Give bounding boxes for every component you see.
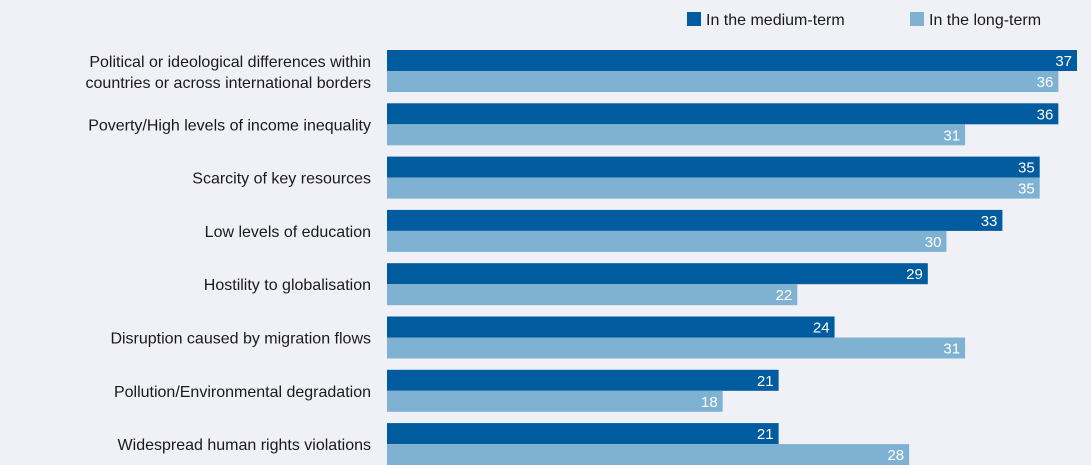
bar-long-term	[387, 177, 1040, 199]
bar-long-term	[387, 284, 798, 306]
value-label: 21	[757, 373, 774, 390]
bar-long-term	[387, 124, 966, 146]
category-label: Political or ideological differences wit…	[86, 54, 371, 92]
category-labels: Political or ideological differences wit…	[86, 54, 371, 454]
value-label: 36	[1037, 74, 1054, 91]
bar-medium-term	[387, 423, 779, 445]
value-label: 31	[943, 341, 960, 358]
category-label: Pollution/Environmental degradation	[114, 384, 371, 401]
category-label: Hostility to globalisation	[204, 277, 371, 294]
bar-long-term	[387, 337, 966, 359]
category-label-line: Widespread human rights violations	[118, 437, 371, 454]
category-label-line: Pollution/Environmental degradation	[114, 384, 371, 401]
value-label: 22	[776, 287, 793, 304]
bar-medium-term	[387, 369, 779, 391]
bar-long-term	[387, 230, 947, 252]
bar-long-term	[387, 71, 1059, 92]
value-label: 37	[1055, 53, 1072, 70]
legend-label-1: In the medium-term	[706, 12, 845, 29]
bars	[387, 50, 1077, 465]
value-label: 31	[943, 127, 960, 144]
bar-medium-term	[387, 50, 1077, 71]
bar-medium-term	[387, 209, 1003, 231]
value-label: 33	[981, 213, 998, 230]
category-label: Disruption caused by migration flows	[110, 331, 371, 348]
category-label-line: Disruption caused by migration flows	[110, 331, 371, 348]
category-label-line: countries or across international border…	[86, 75, 371, 92]
value-label: 35	[1018, 160, 1035, 177]
category-label: Low levels of education	[205, 224, 371, 241]
value-label: 35	[1018, 181, 1035, 198]
bar-medium-term	[387, 263, 928, 285]
value-label: 29	[906, 266, 923, 283]
bar-medium-term	[387, 316, 835, 338]
value-label: 24	[813, 320, 830, 337]
bar-medium-term	[387, 103, 1059, 125]
value-label: 21	[757, 426, 774, 443]
legend-swatch-2	[910, 12, 924, 26]
bar-medium-term	[387, 156, 1040, 178]
category-label-line: Poverty/High levels of income inequality	[88, 117, 371, 134]
bar-long-term	[387, 444, 910, 465]
category-label-line: Scarcity of key resources	[192, 171, 371, 188]
value-label: 28	[887, 447, 904, 464]
legend-label-2: In the long-term	[929, 12, 1041, 29]
value-label: 18	[701, 394, 718, 411]
legend: In the medium-term In the long-term	[687, 12, 1041, 29]
category-label: Scarcity of key resources	[192, 171, 371, 188]
category-label: Poverty/High levels of income inequality	[88, 117, 371, 134]
value-label: 30	[925, 234, 942, 251]
category-label-line: Political or ideological differences wit…	[89, 54, 371, 71]
legend-swatch-1	[687, 12, 701, 26]
bar-long-term	[387, 390, 723, 412]
category-label-line: Low levels of education	[205, 224, 371, 241]
category-label-line: Hostility to globalisation	[204, 277, 371, 294]
category-label: Widespread human rights violations	[118, 437, 371, 454]
value-label: 36	[1037, 106, 1054, 123]
